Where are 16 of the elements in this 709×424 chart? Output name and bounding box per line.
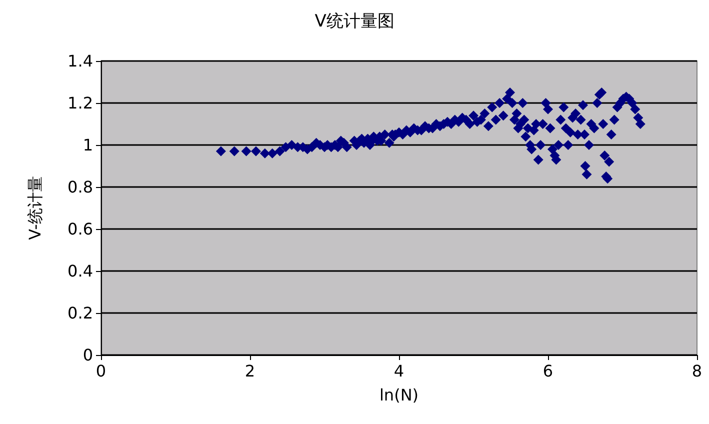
x-tick-label: 8 [692,362,702,380]
y-tick-label: 0.4 [68,262,93,280]
x-tick-label: 4 [394,362,404,380]
x-tick-label: 0 [96,362,106,380]
x-tick-label: 2 [244,362,256,380]
chart-title: V统计量图 [314,12,394,32]
x-tick-label: 6 [542,362,554,380]
y-tick-label: 1.4 [68,52,93,70]
x-axis-title: ln(N) [379,386,419,404]
y-axis-title: V-统计量 [26,176,44,240]
y-tick-label: 0 [82,346,93,364]
y-tick-label: 1.2 [68,94,93,112]
y-tick-label: 0.8 [68,178,93,196]
y-tick-label: 1 [82,136,93,154]
y-tick-label: 0.2 [68,304,93,322]
y-tick-label: 0.6 [68,220,93,238]
